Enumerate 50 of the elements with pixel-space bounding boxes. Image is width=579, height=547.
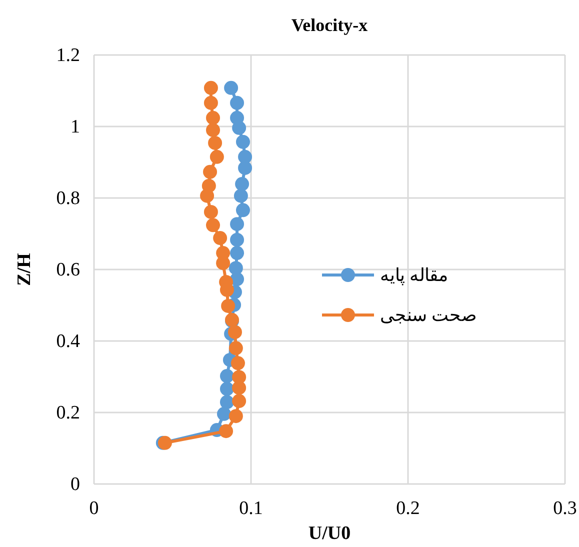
y-tick-label: 0.6 bbox=[56, 260, 80, 280]
point bbox=[230, 217, 244, 232]
y-tick-label: 0.4 bbox=[56, 331, 80, 352]
point bbox=[213, 231, 228, 246]
legend-label: صحت سنجی bbox=[380, 305, 476, 325]
x-tick-label: 0 bbox=[89, 498, 99, 519]
point bbox=[230, 232, 244, 247]
point bbox=[204, 96, 218, 110]
point bbox=[219, 424, 234, 438]
point bbox=[206, 218, 220, 232]
point bbox=[232, 120, 246, 135]
point bbox=[216, 406, 231, 421]
point bbox=[230, 96, 244, 110]
point bbox=[236, 134, 250, 149]
point bbox=[236, 203, 250, 218]
point bbox=[220, 382, 234, 396]
y-tick-label: 1.2 bbox=[56, 45, 80, 66]
point bbox=[230, 356, 245, 370]
x-tick-label: 0.3 bbox=[553, 498, 577, 519]
point bbox=[216, 256, 230, 270]
point bbox=[228, 409, 243, 424]
x-tick-label: 0.2 bbox=[396, 498, 420, 519]
x-tick-label: 0.1 bbox=[239, 498, 263, 519]
point bbox=[208, 136, 222, 150]
point bbox=[230, 246, 244, 260]
y-tick-label: 1 bbox=[70, 116, 80, 138]
point bbox=[228, 341, 243, 356]
point bbox=[200, 188, 214, 203]
point bbox=[232, 380, 246, 395]
point bbox=[206, 110, 220, 125]
y-tick-label: 0.2 bbox=[56, 402, 80, 424]
chart-title: Velocity-x bbox=[291, 15, 368, 35]
point bbox=[220, 369, 234, 384]
point bbox=[235, 177, 250, 192]
point bbox=[206, 123, 220, 138]
point bbox=[238, 160, 252, 175]
y-tick-label: 0.8 bbox=[56, 188, 80, 209]
y-axis-title: Z/H bbox=[14, 252, 35, 286]
point bbox=[228, 325, 242, 340]
point bbox=[232, 394, 246, 408]
point bbox=[234, 188, 248, 203]
point bbox=[221, 298, 236, 313]
legend-label: مقاله پایه bbox=[380, 265, 448, 286]
x-axis-title: U/U0 bbox=[308, 523, 351, 544]
point bbox=[203, 164, 218, 179]
point bbox=[204, 80, 218, 95]
point bbox=[204, 204, 218, 219]
point bbox=[224, 80, 238, 95]
y-tick-label: 0 bbox=[70, 474, 80, 495]
point bbox=[210, 150, 224, 164]
